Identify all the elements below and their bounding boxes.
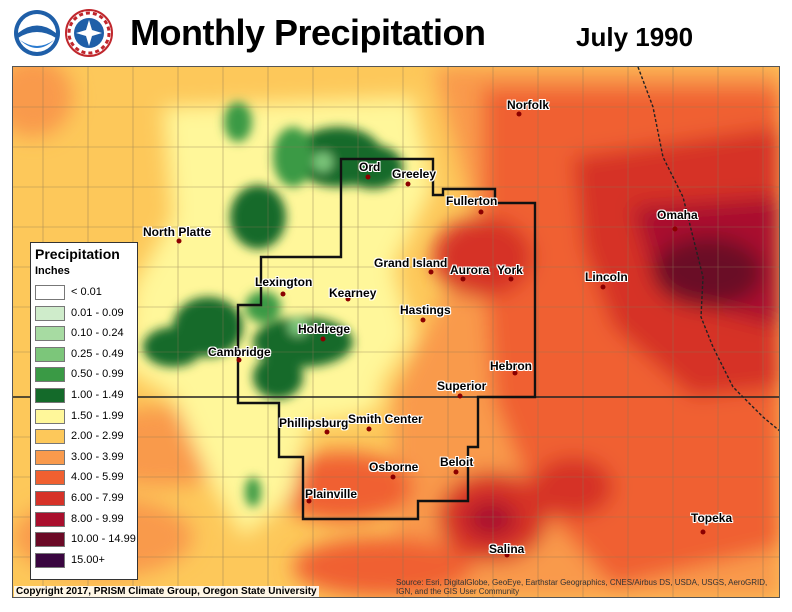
study-area-outline	[236, 157, 537, 521]
legend-unit: Inches	[35, 265, 70, 277]
legend-label: < 0.01	[71, 286, 102, 298]
page-title: Monthly Precipitation	[130, 12, 486, 53]
precipitation-map[interactable]: Norfolk Ord Greeley Fullerton Omaha Nort…	[12, 66, 780, 598]
legend-swatch	[35, 305, 65, 321]
legend-label: 15.00+	[71, 553, 105, 566]
legend-item: 0.50 - 0.99	[35, 367, 135, 383]
legend-label: 2.00 - 2.99	[71, 430, 124, 443]
legend-swatch	[35, 429, 65, 445]
city-dots	[176, 111, 706, 558]
city-label: Norfolk	[507, 98, 549, 112]
legend-swatch	[35, 449, 65, 465]
dry-pockets	[143, 102, 403, 507]
city-label: Hastings	[400, 303, 451, 317]
legend-item: 1.00 - 1.49	[35, 388, 135, 404]
basemap-attribution: Source: Esri, DigitalGlobe, GeoEye, Eart…	[396, 578, 768, 596]
city-label: Hebron	[490, 359, 532, 373]
legend-label: 10.00 - 14.99	[71, 533, 136, 546]
city-label: Holdrege	[298, 322, 351, 336]
legend-item: 0.01 - 0.09	[35, 305, 135, 322]
nws-logo	[65, 9, 113, 57]
legend-label: 8.00 - 9.99	[71, 512, 124, 525]
legend-label: 1.50 - 1.99	[71, 409, 124, 422]
city-label: Greeley	[392, 167, 437, 181]
legend-item: 8.00 - 9.99	[35, 511, 135, 528]
legend-swatch	[35, 552, 65, 568]
legend-item: 4.00 - 5.99	[35, 470, 135, 486]
legend-label: 0.25 - 0.49	[71, 347, 124, 360]
legend-label: 0.10 - 0.24	[71, 327, 124, 340]
city-label: Grand Island	[374, 256, 448, 270]
city-label: Plainville	[305, 487, 358, 501]
legend-label: 0.50 - 0.99	[71, 368, 124, 381]
copyright: Copyright 2017, PRISM Climate Group, Ore…	[14, 586, 319, 597]
legend-swatch	[35, 367, 65, 383]
legend-label: 1.00 - 1.49	[71, 389, 124, 401]
map-date: July 1990	[576, 22, 694, 52]
map-canvas	[13, 67, 779, 597]
city-label: Superior	[437, 379, 487, 393]
city-label: Omaha	[657, 208, 698, 222]
legend-title: Precipitation	[35, 246, 120, 262]
legend-swatch	[35, 285, 65, 300]
city-label: York	[497, 263, 523, 277]
legend-swatch	[35, 532, 65, 548]
legend-item: 1.50 - 1.99	[35, 408, 135, 425]
city-label: Ord	[359, 160, 381, 174]
legend-swatch	[35, 408, 65, 424]
legend-swatch	[35, 511, 65, 527]
legend-label: 3.00 - 3.99	[71, 450, 124, 463]
city-label: Kearney	[329, 286, 377, 300]
legend-item: 0.25 - 0.49	[35, 346, 135, 363]
legend-swatch	[35, 346, 65, 362]
city-label: Topeka	[691, 511, 733, 525]
city-label: Osborne	[369, 460, 419, 474]
legend-item: < 0.01	[35, 285, 135, 301]
legend-item: 0.10 - 0.24	[35, 326, 135, 342]
legend: Precipitation Inches < 0.01 0.01 - 0.09 0.…	[30, 242, 138, 580]
legend-label: 4.00 - 5.99	[71, 471, 124, 484]
header: Monthly Precipitation July 1990	[0, 0, 792, 66]
legend-label: 0.01 - 0.09	[71, 306, 124, 319]
city-label: Salina	[489, 542, 525, 556]
city-label: Lexington	[255, 275, 313, 289]
legend-item: 6.00 - 7.99	[35, 491, 135, 507]
city-label: Smith Center	[348, 412, 423, 426]
city-label: Lincoln	[585, 270, 628, 284]
legend-label: 6.00 - 7.99	[71, 492, 124, 504]
city-label: North Platte	[143, 225, 212, 239]
legend-item: 15.00+	[35, 552, 135, 569]
city-label: Cambridge	[208, 345, 271, 359]
city-label: Phillipsburg	[279, 416, 349, 430]
city-label: Fullerton	[446, 194, 498, 208]
legend-swatch	[35, 326, 65, 342]
legend-item: 10.00 - 14.99	[35, 532, 136, 548]
city-label: Aurora	[450, 263, 490, 277]
legend-item: 2.00 - 2.99	[35, 429, 135, 445]
legend-swatch	[35, 491, 65, 506]
missouri-river-border	[637, 67, 779, 432]
legend-swatch	[35, 470, 65, 486]
noaa-logo	[14, 10, 60, 56]
legend-item: 3.00 - 3.99	[35, 449, 135, 466]
city-label: Beloit	[440, 455, 474, 469]
legend-swatch	[35, 388, 65, 403]
